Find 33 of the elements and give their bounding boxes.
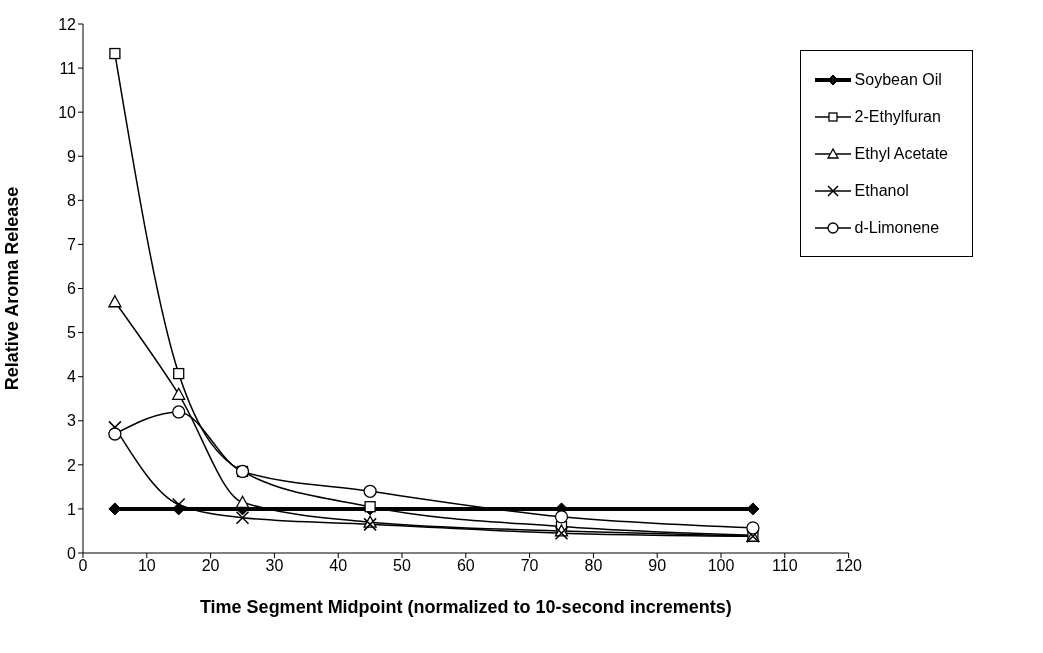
x-tick-label: 70 [520,557,539,575]
y-tick-label: 9 [67,147,77,165]
x-tick-label: 0 [78,557,88,575]
x-axis-title: Time Segment Midpoint (normalized to 10-second increments) [199,597,732,617]
legend-label: Soybean Oil [854,70,942,89]
x-tick-label: 40 [329,557,348,575]
x-tick-label: 110 [772,557,798,575]
y-tick-label: 3 [67,412,77,430]
legend-label: 2-Ethylfuran [854,107,941,126]
y-tick-label: 4 [67,368,77,386]
y-tick-label: 0 [67,544,77,562]
x-tick-label: 100 [707,557,735,575]
legend-label: d-Limonene [854,218,940,237]
y-tick-label: 11 [59,59,77,77]
x-tick-label: 120 [835,557,863,575]
legend-label: Ethyl Acetate [854,144,948,163]
x-tick-label: 10 [137,557,156,575]
y-tick-label: 6 [67,280,77,298]
y-tick-label: 7 [67,236,77,254]
y-tick-label: 2 [67,456,77,474]
x-tick-label: 50 [393,557,411,575]
x-tick-label: 90 [648,557,667,575]
x-tick-label: 60 [456,557,475,575]
y-tick-label: 5 [67,324,77,342]
x-tick-label: 20 [201,557,220,575]
legend-label: Ethanol [854,181,909,200]
y-tick-label: 10 [58,103,77,121]
x-tick-label: 30 [265,557,284,575]
y-tick-label: 12 [58,15,77,33]
y-tick-label: 8 [67,192,77,210]
y-tick-label: 1 [67,500,77,518]
x-tick-label: 80 [584,557,603,575]
y-axis-title: Relative Aroma Release [2,186,23,391]
